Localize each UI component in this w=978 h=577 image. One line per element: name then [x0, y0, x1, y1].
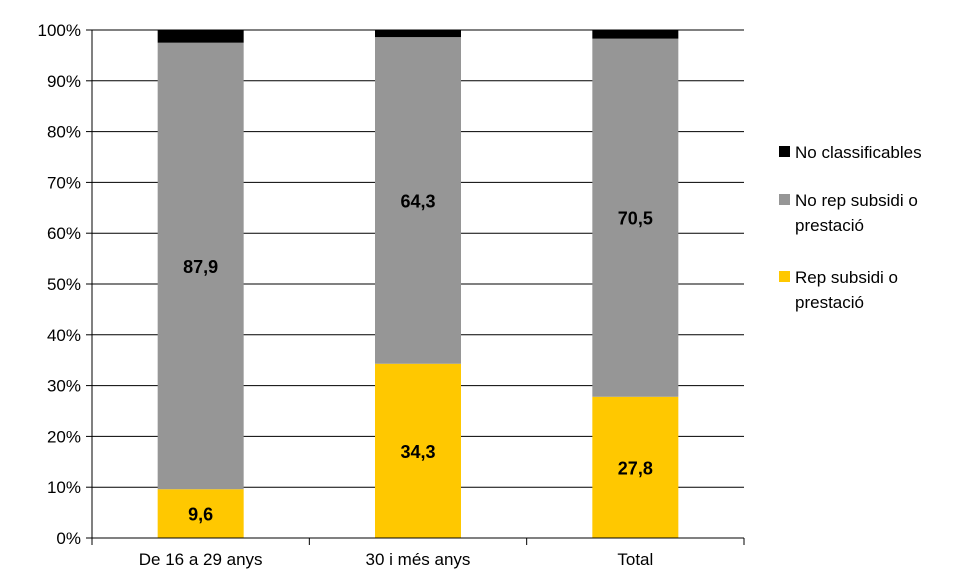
- y-axis-ticks: 0% 10% 20% 30% 40% 50% 60% 70% 80% 90% 100%: [38, 21, 92, 548]
- bar-segment: [592, 30, 679, 39]
- bar-segment: [375, 37, 461, 364]
- legend-entry: Rep subsidi o prestació: [795, 268, 898, 312]
- y-tick-label: 40%: [47, 326, 81, 345]
- legend: No classificables No rep subsidi o prestac…: [779, 143, 922, 312]
- data-label: 27,8: [618, 458, 653, 478]
- x-category-label: Total: [617, 550, 653, 569]
- y-tick-label: 50%: [47, 275, 81, 294]
- data-label: 34,3: [400, 442, 435, 462]
- data-label: 64,3: [400, 191, 435, 211]
- y-tick-label: 80%: [47, 123, 81, 142]
- data-label: 87,9: [183, 257, 218, 277]
- axes: [91, 30, 745, 545]
- y-tick-label: 90%: [47, 72, 81, 91]
- bar-segment: [375, 30, 461, 38]
- legend-swatch: [779, 271, 790, 282]
- legend-swatch: [779, 194, 790, 205]
- legend-entry: No classificables: [795, 143, 922, 162]
- category-labels: De 16 a 29 anys 30 i més anys Total: [139, 550, 654, 569]
- y-tick-label: 60%: [47, 224, 81, 243]
- y-tick-label: 30%: [47, 377, 81, 396]
- bar-segment: [592, 38, 679, 397]
- y-tick-label: 70%: [47, 173, 81, 192]
- y-tick-label: 20%: [47, 427, 81, 446]
- x-category-label: De 16 a 29 anys: [139, 550, 263, 569]
- legend-entry: No rep subsidi o prestació: [795, 191, 918, 235]
- data-label: 70,5: [618, 209, 653, 229]
- bar-segment: [592, 396, 679, 538]
- y-tick-label: 100%: [38, 21, 81, 40]
- data-labels: 9,6 87,9 34,3 64,3 27,8 70,5: [183, 191, 653, 524]
- bar-segment: [157, 489, 244, 538]
- x-category-label: 30 i més anys: [366, 550, 471, 569]
- bar-segment: [375, 363, 461, 538]
- y-tick-label: 0%: [56, 529, 81, 548]
- bars: [157, 30, 679, 538]
- data-label: 9,6: [188, 505, 213, 525]
- legend-swatch: [779, 146, 790, 157]
- y-tick-label: 10%: [47, 478, 81, 497]
- bar-segment: [157, 42, 244, 490]
- bar-segment: [157, 30, 244, 43]
